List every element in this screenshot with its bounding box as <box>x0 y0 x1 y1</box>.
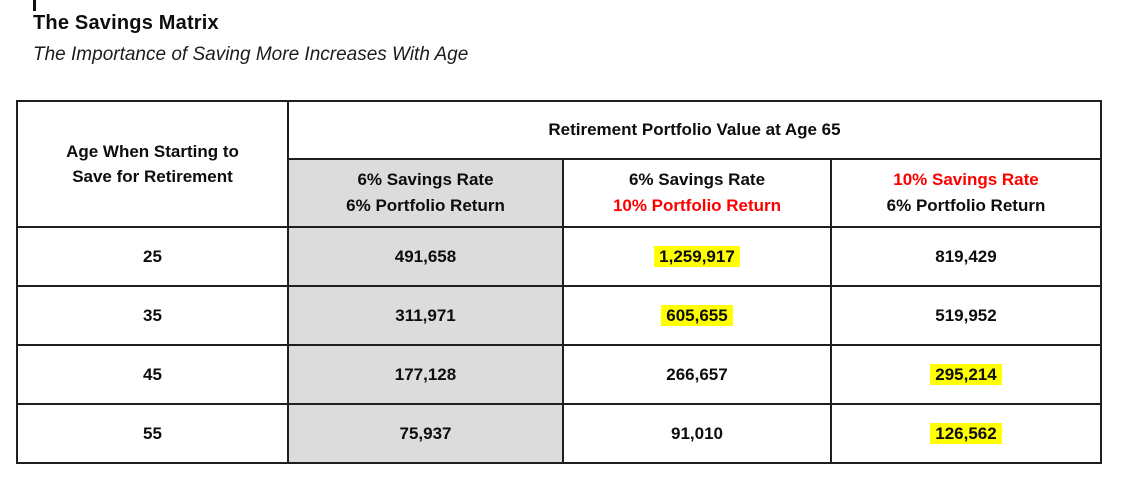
age-header-line2: Save for Retirement <box>72 167 233 186</box>
value-cell: 819,429 <box>830 226 1102 287</box>
value-text: 266,657 <box>666 364 728 384</box>
header-row-sub: 6% Savings Rate 6% Portfolio Return 6% S… <box>17 158 1102 228</box>
highlighted-value: 605,655 <box>661 304 733 326</box>
text-cursor <box>33 0 36 11</box>
value-text: 311,971 <box>395 305 456 325</box>
age-header-line1: Age When Starting to <box>66 141 239 161</box>
value-cell: 491,658 <box>287 226 564 287</box>
highlighted-value: 1,259,917 <box>654 245 740 267</box>
table-row: 55 75,937 91,010 126,562 <box>16 403 1102 464</box>
value-text: 519,952 <box>935 305 997 325</box>
value-cell: 311,971 <box>287 285 564 346</box>
value-text: 91,010 <box>671 423 723 443</box>
highlighted-value: 295,214 <box>930 363 1002 385</box>
page-subtitle: The Importance of Saving More Increases … <box>33 44 469 65</box>
value-cell: 519,952 <box>830 285 1102 346</box>
column-header-line: 6% Savings Rate <box>357 169 494 189</box>
column-header-line: 10% Savings Rate <box>893 169 1039 189</box>
value-cell: 295,214 <box>830 344 1102 405</box>
age-cell: 35 <box>16 285 289 346</box>
table-row: 45 177,128 266,657 295,214 <box>16 344 1102 405</box>
table-row: 25 491,658 1,259,917 819,429 <box>16 226 1102 287</box>
column-header-line: 6% Savings Rate <box>628 169 766 189</box>
age-cell: 55 <box>16 403 289 464</box>
page-title: The Savings Matrix <box>33 12 219 34</box>
value-cell: 177,128 <box>287 344 564 405</box>
column-header-line: 10% Portfolio Return <box>612 196 782 215</box>
age-cell: 25 <box>16 226 289 287</box>
value-text: 491,658 <box>394 246 457 266</box>
table-body: 25 491,658 1,259,917 819,429 35 311,971 605,65… <box>16 226 1102 464</box>
column-header-6sav-10ret: 6% Savings Rate 10% Portfolio Return <box>562 158 832 228</box>
age-column-header: Age When Starting to Save for Retirement <box>16 100 289 228</box>
column-header-line: 6% Portfolio Return <box>346 196 505 215</box>
group-header: Retirement Portfolio Value at Age 65 <box>287 100 1102 160</box>
value-cell: 126,562 <box>830 403 1102 464</box>
table-row: 35 311,971 605,655 519,952 <box>16 285 1102 346</box>
value-cell: 1,259,917 <box>562 226 832 287</box>
savings-matrix-table: Age When Starting to Save for Retirement… <box>16 100 1102 464</box>
value-text: 75,937 <box>399 423 452 443</box>
value-text: 177,128 <box>394 364 457 384</box>
value-cell: 266,657 <box>562 344 832 405</box>
header-row-group: Age When Starting to Save for Retirement… <box>16 100 1102 228</box>
column-header-line: 6% Portfolio Return <box>886 196 1046 215</box>
value-cell: 91,010 <box>562 403 832 464</box>
column-header-6sav-6ret: 6% Savings Rate 6% Portfolio Return <box>287 158 564 228</box>
value-cell: 75,937 <box>287 403 564 464</box>
highlighted-value: 126,562 <box>930 422 1002 444</box>
value-text: 819,429 <box>935 246 997 266</box>
column-header-10sav-6ret: 10% Savings Rate 6% Portfolio Return <box>830 158 1102 228</box>
value-cell: 605,655 <box>562 285 832 346</box>
age-cell: 45 <box>16 344 289 405</box>
